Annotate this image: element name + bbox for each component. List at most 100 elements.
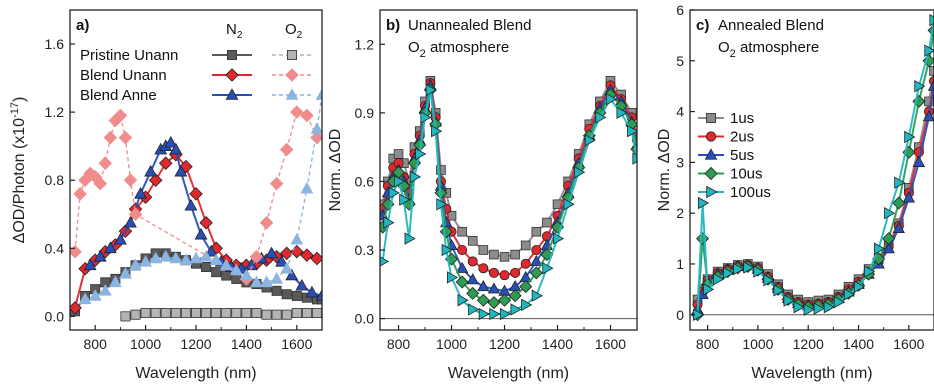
panel-label: c) — [696, 17, 709, 34]
data-point — [874, 242, 886, 255]
data-point — [467, 256, 478, 267]
data-point — [743, 261, 755, 274]
legend: N2 O2 Pristine Unann Blend Unann Blend Anne — [80, 21, 312, 104]
data-point — [315, 88, 322, 100]
data-point — [487, 296, 501, 310]
data-point — [139, 255, 153, 267]
legend-header-o2: O2 — [285, 21, 303, 41]
panel-subtitle: O2 atmosphere — [718, 39, 819, 60]
data-point — [170, 307, 181, 318]
data-point — [169, 251, 183, 264]
y-tick-label: 1.2 — [355, 36, 375, 52]
data-point — [783, 294, 795, 307]
data-point — [301, 307, 312, 318]
data-point — [519, 280, 533, 294]
data-point — [118, 130, 133, 145]
data-point — [148, 173, 163, 187]
series-line — [381, 89, 637, 315]
data-point — [803, 303, 815, 316]
data-point — [211, 307, 222, 318]
legend-marker — [225, 88, 239, 100]
data-point — [281, 289, 292, 300]
data-point — [446, 271, 459, 284]
data-point — [261, 309, 272, 320]
y-tick-label: 0.3 — [355, 242, 375, 258]
series-5us — [691, 79, 934, 315]
data-point — [150, 307, 161, 318]
data-point — [904, 130, 916, 144]
data-point — [499, 307, 512, 321]
data-point — [380, 256, 390, 267]
series-blend-anne-o2 — [78, 88, 322, 305]
data-point — [291, 290, 302, 301]
data-point — [563, 198, 575, 211]
data-point — [466, 273, 479, 285]
x-tick-label: 1000 — [436, 336, 467, 352]
x-axis-label: Wavelength (nm) — [751, 365, 872, 382]
data-point — [108, 275, 122, 288]
data-point — [269, 176, 284, 191]
data-point — [922, 110, 934, 122]
legend-marker — [285, 88, 299, 100]
data-point — [922, 54, 934, 68]
y-tick-label: 0.6 — [355, 173, 375, 189]
series-100us — [380, 83, 637, 321]
chart-panel-1: 800 1000 1200 1400 1600 0.0 0.4 0.8 1.2 1.6 Wavele… — [9, 9, 323, 382]
data-point — [531, 244, 542, 256]
data-point — [305, 285, 319, 298]
data-point — [697, 196, 710, 210]
data-point — [455, 275, 469, 289]
data-point — [184, 198, 198, 211]
data-point — [241, 307, 252, 318]
data-point — [164, 135, 178, 148]
data-point — [310, 130, 322, 145]
data-point — [88, 289, 102, 301]
data-point — [488, 267, 499, 278]
data-point — [160, 307, 171, 318]
data-point — [300, 108, 314, 123]
data-point — [113, 108, 128, 123]
data-point — [823, 300, 835, 314]
data-point — [229, 263, 243, 276]
data-point — [864, 265, 876, 278]
data-point — [199, 215, 213, 230]
data-point — [457, 244, 468, 256]
data-point — [78, 292, 92, 305]
data-point — [455, 261, 469, 273]
data-point — [93, 250, 107, 262]
data-point — [436, 198, 448, 211]
data-point — [605, 92, 618, 106]
data-point — [70, 301, 82, 315]
data-point — [929, 13, 934, 27]
data-point — [249, 250, 264, 264]
y-tick-label: 0.8 — [45, 172, 65, 188]
x-tick-label: 800 — [84, 336, 108, 352]
data-point — [134, 187, 147, 199]
data-point — [627, 124, 637, 138]
data-point — [595, 111, 607, 124]
data-point — [119, 267, 132, 279]
data-point — [189, 187, 203, 201]
data-point — [311, 307, 322, 318]
x-tick-label: 1200 — [793, 336, 824, 352]
x-tick-label: 1200 — [489, 336, 520, 352]
data-point — [103, 130, 118, 145]
data-point — [201, 262, 212, 273]
data-point — [159, 250, 173, 262]
data-point — [393, 175, 406, 188]
data-point — [211, 267, 222, 278]
data-point — [281, 309, 292, 320]
y-tick-label: 3 — [676, 154, 684, 170]
data-point — [383, 216, 395, 229]
data-point — [128, 207, 143, 222]
data-point — [902, 191, 916, 203]
y-tick-label: 6 — [676, 2, 684, 18]
data-point — [813, 302, 825, 315]
data-point — [295, 278, 309, 291]
x-tick-label: 1400 — [843, 336, 874, 352]
data-point — [201, 307, 212, 318]
data-point — [457, 226, 467, 237]
data-point — [169, 142, 183, 155]
